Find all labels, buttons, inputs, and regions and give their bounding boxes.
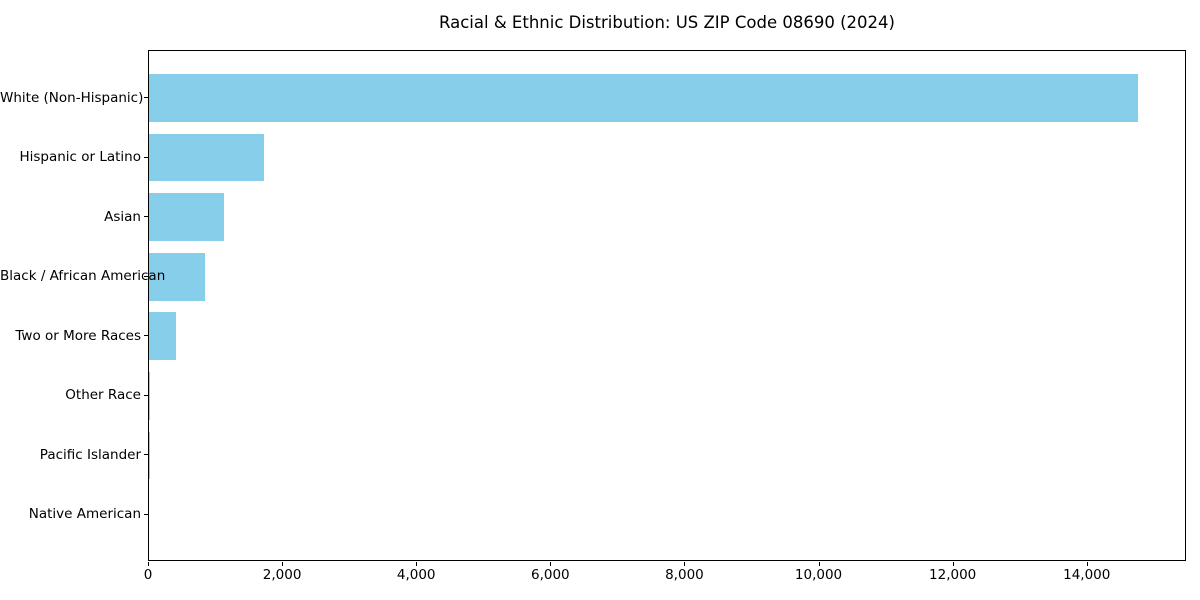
bar [149,74,1138,122]
bar [149,133,265,182]
x-tick-mark [952,562,954,566]
y-tick-label: Native American [28,506,141,523]
y-tick-label: Two or More Races [15,327,141,344]
y-tick-mark [144,97,148,98]
y-tick-mark [144,513,148,515]
x-tick-mark [416,562,418,566]
x-tick-label: 12,000 [929,567,977,583]
y-tick-label: White (Non-Hispanic) [0,89,144,106]
y-tick-label: Asian [104,208,141,225]
y-tick-label: Hispanic or Latino [19,149,141,166]
y-tick-label: Other Race [65,387,141,404]
y-tick-mark [144,156,148,158]
x-tick-mark [550,562,552,566]
y-tick-label: Black / African American [0,268,166,285]
x-tick-mark [1086,562,1088,566]
x-tick-mark [684,562,686,566]
x-tick-label: 0 [143,567,153,583]
bar [149,312,177,361]
y-tick-label: Pacific Islander [39,446,141,463]
x-tick-mark [282,562,284,566]
plot-area [148,50,1186,561]
bar [149,193,224,241]
x-tick-label: 8,000 [665,567,704,583]
x-tick-mark [148,562,149,566]
x-tick-label: 2,000 [262,567,302,583]
bar [149,252,205,301]
x-tick-label: 14,000 [1063,567,1111,583]
y-tick-mark [144,216,148,218]
y-tick-mark [144,454,148,456]
x-tick-mark [818,562,820,566]
bar [149,372,151,420]
x-tick-label: 4,000 [396,567,436,583]
y-tick-mark [144,275,148,277]
x-tick-label: 6,000 [530,567,570,583]
y-tick-mark [144,394,148,396]
y-tick-mark [144,335,148,337]
x-tick-label: 10,000 [794,567,843,583]
bar [149,431,150,480]
chart-title: Racial & Ethnic Distribution: US ZIP Cod… [439,13,895,32]
